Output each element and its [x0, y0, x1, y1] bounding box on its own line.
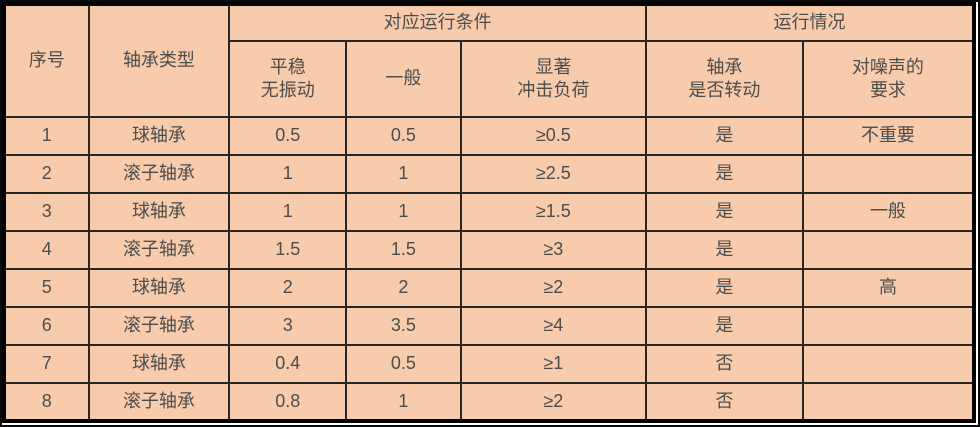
header-serial: 序号 — [3, 3, 90, 118]
header-noise-requirement: 对噪声的 要求 — [801, 40, 976, 118]
header-bearing-rotating: 轴承 是否转动 — [644, 40, 804, 118]
cell-serial: 5 — [3, 268, 90, 308]
cell-smooth: 1 — [228, 154, 348, 194]
cell-noise — [801, 230, 976, 270]
cell-serial: 6 — [3, 306, 90, 346]
cell-smooth: 0.5 — [228, 116, 348, 156]
cell-serial: 7 — [3, 344, 90, 384]
cell-rotating: 是 — [644, 268, 804, 308]
cell-rotating: 否 — [644, 382, 804, 422]
header-group-operating-status: 运行情况 — [644, 3, 976, 42]
cell-general: 0.5 — [345, 116, 462, 156]
cell-serial: 4 — [3, 230, 90, 270]
cell-shock: ≥2.5 — [459, 154, 647, 194]
cell-general: 2 — [345, 268, 462, 308]
cell-noise — [801, 344, 976, 384]
cell-general: 1.5 — [345, 230, 462, 270]
cell-general: 0.5 — [345, 344, 462, 384]
table-row: 4 滚子轴承 1.5 1.5 ≥3 是 — [3, 230, 976, 270]
cell-shock: ≥0.5 — [459, 116, 647, 156]
cell-rotating: 是 — [644, 154, 804, 194]
cell-shock: ≥2 — [459, 382, 647, 422]
cell-bearing-type: 球轴承 — [87, 192, 231, 232]
table-row: 3 球轴承 1 1 ≥1.5 是 一般 — [3, 192, 976, 232]
cell-rotating: 否 — [644, 344, 804, 384]
cell-bearing-type: 滚子轴承 — [87, 154, 231, 194]
cell-shock: ≥4 — [459, 306, 647, 346]
table-row: 6 滚子轴承 3 3.5 ≥4 是 — [3, 306, 976, 346]
cell-serial: 8 — [3, 382, 90, 422]
cell-rotating: 是 — [644, 306, 804, 346]
cell-smooth: 0.4 — [228, 344, 348, 384]
table-row: 2 滚子轴承 1 1 ≥2.5 是 — [3, 154, 976, 194]
cell-general: 1 — [345, 154, 462, 194]
header-significant-shock-load: 显著 冲击负荷 — [459, 40, 647, 118]
cell-shock: ≥1.5 — [459, 192, 647, 232]
cell-general: 1 — [345, 382, 462, 422]
header-general: 一般 — [345, 40, 462, 118]
cell-serial: 1 — [3, 116, 90, 156]
cell-smooth: 3 — [228, 306, 348, 346]
cell-smooth: 0.8 — [228, 382, 348, 422]
cell-noise: 不重要 — [801, 116, 976, 156]
cell-bearing-type: 球轴承 — [87, 116, 231, 156]
table-row: 1 球轴承 0.5 0.5 ≥0.5 是 不重要 — [3, 116, 976, 156]
cell-noise — [801, 154, 976, 194]
cell-bearing-type: 滚子轴承 — [87, 306, 231, 346]
cell-noise: 高 — [801, 268, 976, 308]
cell-noise — [801, 306, 976, 346]
cell-bearing-type: 球轴承 — [87, 268, 231, 308]
cell-rotating: 是 — [644, 192, 804, 232]
table-row: 5 球轴承 2 2 ≥2 是 高 — [3, 268, 976, 308]
cell-smooth: 2 — [228, 268, 348, 308]
cell-general: 1 — [345, 192, 462, 232]
table-row: 7 球轴承 0.4 0.5 ≥1 否 — [3, 344, 976, 384]
header-group-operating-conditions: 对应运行条件 — [228, 3, 647, 42]
cell-smooth: 1 — [228, 192, 348, 232]
cell-bearing-type: 滚子轴承 — [87, 230, 231, 270]
header-smooth-no-vibration: 平稳 无振动 — [228, 40, 348, 118]
cell-noise: 一般 — [801, 192, 976, 232]
cell-smooth: 1.5 — [228, 230, 348, 270]
cell-rotating: 是 — [644, 116, 804, 156]
header-row-groups: 序号 轴承类型 对应运行条件 运行情况 — [3, 3, 976, 118]
cell-shock: ≥2 — [459, 268, 647, 308]
cell-shock: ≥3 — [459, 230, 647, 270]
cell-bearing-type: 滚子轴承 — [87, 382, 231, 422]
cell-noise — [801, 382, 976, 422]
bearing-selection-table: 序号 轴承类型 对应运行条件 运行情况 平稳 无振动 一般 显著 冲击负荷 轴承… — [2, 2, 976, 423]
header-bearing-type: 轴承类型 — [87, 3, 231, 118]
cell-general: 3.5 — [345, 306, 462, 346]
cell-rotating: 是 — [644, 230, 804, 270]
cell-serial: 2 — [3, 154, 90, 194]
header-row-subcolumns: 平稳 无振动 一般 显著 冲击负荷 轴承 是否转动 对噪声的 要求 — [4, 40, 976, 118]
cell-serial: 3 — [3, 192, 90, 232]
cell-bearing-type: 球轴承 — [87, 344, 231, 384]
cell-shock: ≥1 — [459, 344, 647, 384]
table-row: 8 滚子轴承 0.8 1 ≥2 否 — [3, 382, 976, 422]
